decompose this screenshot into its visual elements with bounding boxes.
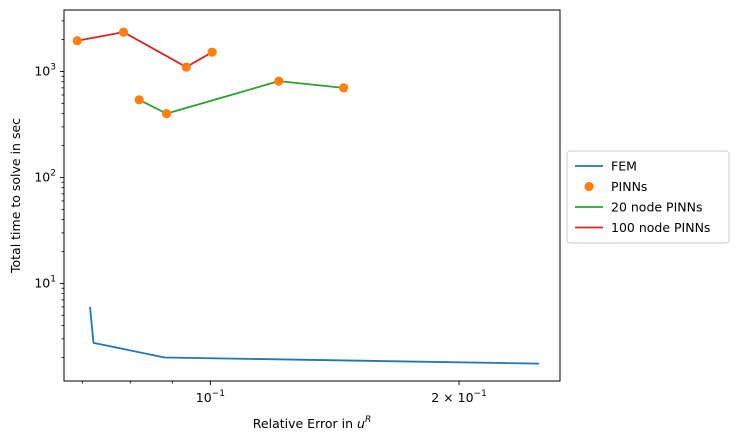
series-line-100-node-pinns [77,31,213,68]
legend-label: 100 node PINNs [611,220,710,235]
x-tick-label: 10−1 [196,389,225,405]
x-axis-label: Relative Error in uR [253,415,371,431]
legend-frame [566,150,730,244]
data-point [339,83,349,93]
legend-label: 20 node PINNs [611,200,703,215]
series-line-fem [89,306,540,365]
y-tick-label: 101 [34,274,56,290]
y-tick-label: 103 [34,62,56,78]
legend-swatch-marker [584,181,594,192]
data-point [134,95,144,105]
series-line-20-node-pinns [138,80,344,115]
y-tick-label: 102 [34,168,56,184]
data-point [207,47,217,57]
plot-background [64,10,560,381]
data-point [161,109,172,119]
x-tick-label: 2 × 10−1 [431,389,487,405]
axes-layer: 101 102 103 10−1 2 × 10−1 Relative Error in u… [8,9,561,431]
series-layer [72,27,540,365]
data-point [118,27,129,37]
legend-label: PINNs [611,179,647,194]
legend-label: FEM [611,159,637,174]
y-axis-label: Total time to solve in sec [8,118,23,274]
axes-frame [63,9,561,382]
data-point [72,36,82,46]
data-point [274,76,284,86]
legend: FEM PINNs 20 node PINNs 100 node PINNs [566,150,730,244]
data-point [181,62,191,72]
plot-area [64,10,560,381]
